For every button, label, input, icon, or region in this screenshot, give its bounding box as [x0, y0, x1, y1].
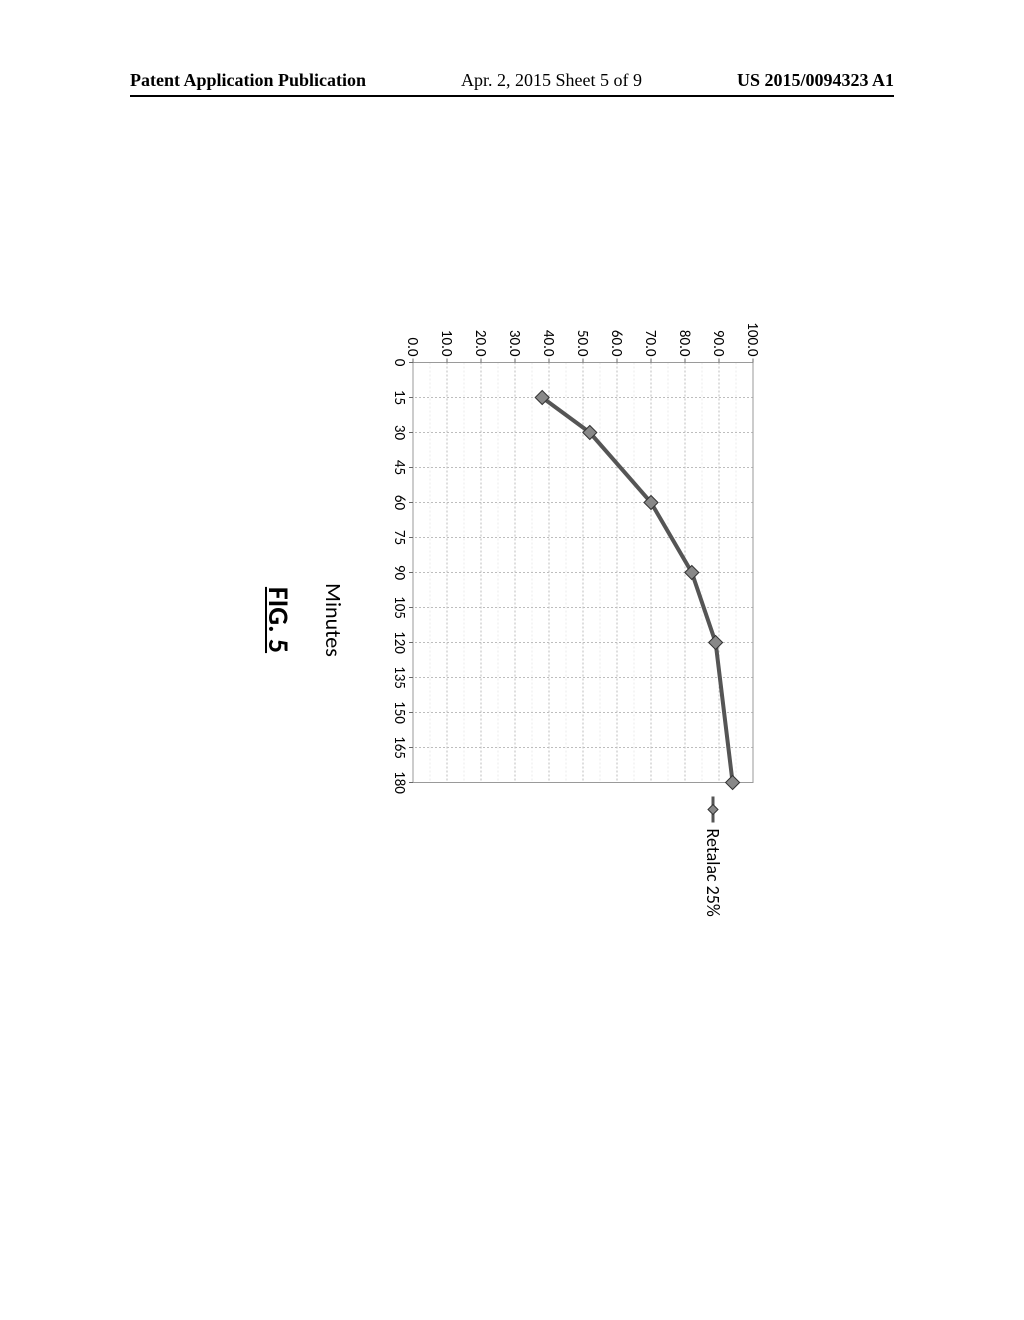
x-tick-label: 30: [390, 425, 408, 441]
x-tick-label: 120: [390, 631, 408, 654]
x-tick-label: 0: [390, 359, 408, 367]
x-tick-label: 90: [390, 565, 408, 581]
x-axis-label: Minutes: [320, 308, 347, 933]
page: Patent Application Publication Apr. 2, 2…: [0, 0, 1024, 1320]
header-rule: [130, 95, 894, 97]
dissolution-chart: 0.0 10.0 20.0 30.0 40.0 50.0 60.0 70.0 80.0 90.0 1…: [371, 308, 763, 933]
y-tick-label: 10.0: [437, 330, 455, 357]
figure-label: FIG. 5: [261, 308, 296, 933]
header-left: Patent Application Publication: [130, 70, 366, 91]
y-tick-label: 30.0: [505, 330, 523, 357]
legend-label: Retalac 25%: [702, 829, 724, 917]
x-tick-label: 135: [390, 666, 408, 689]
y-tick-label: 20.0: [471, 330, 489, 357]
y-tick-label: 60.0: [607, 330, 625, 357]
page-header: Patent Application Publication Apr. 2, 2…: [0, 70, 1024, 91]
legend-marker-icon: [708, 805, 718, 815]
rotated-figure-container: 0.0 10.0 20.0 30.0 40.0 50.0 60.0 70.0 80.0 90.0 1…: [261, 308, 763, 933]
y-tick-label: 100.0: [743, 322, 761, 357]
x-tick-label: 105: [390, 596, 408, 619]
x-tick-label: 45: [390, 460, 408, 475]
x-tick-label: 165: [390, 736, 408, 759]
y-tick-label: 40.0: [539, 330, 557, 357]
x-tick-label: 60: [390, 495, 408, 511]
y-tick-label: 0.0: [403, 338, 421, 357]
y-tick-label: 90.0: [709, 330, 727, 357]
header-center: Apr. 2, 2015 Sheet 5 of 9: [461, 70, 642, 91]
y-tick-label: 80.0: [675, 330, 693, 357]
x-tick-label: 180: [390, 771, 408, 794]
y-tick-label: 50.0: [573, 330, 591, 357]
header-right: US 2015/0094323 A1: [737, 70, 894, 91]
x-tick-label: 150: [390, 701, 408, 724]
y-tick-label: 70.0: [641, 330, 659, 357]
x-tick-label: 15: [390, 390, 408, 405]
x-tick-label: 75: [390, 530, 408, 545]
